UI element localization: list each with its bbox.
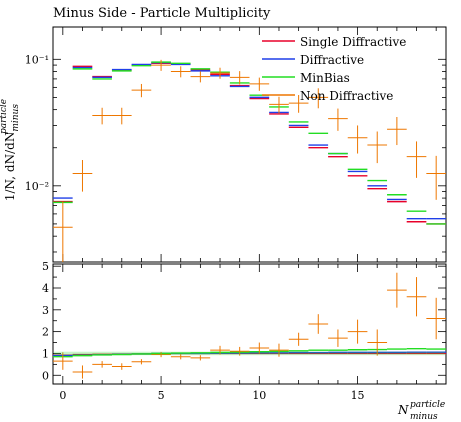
legend: Single Diffractive Diffractive MinBias Non … [262, 35, 406, 103]
main-panel: 10⁻² 10⁻¹ [25, 26, 447, 384]
x-tick-label: 15 [351, 389, 365, 402]
ratio-panel: 0 5 10 15 0 1 2 3 4 5 [42, 260, 447, 402]
y-axis-label-main: 1/N, dN/dN [3, 132, 17, 201]
ratio-y-tick-label: 5 [42, 260, 49, 273]
x-tick-label: 10 [252, 389, 266, 402]
svg-text:1/N, dN/dNminusparticle: 1/N, dN/dNminusparticle [0, 99, 21, 201]
ratio-y-tick-label: 2 [42, 326, 49, 339]
y-axis-label-sub: minus [11, 104, 21, 132]
x-axis-label-sup: particle [410, 400, 445, 410]
ratio-y-tick-label: 3 [42, 304, 49, 317]
main-frame [52, 26, 447, 263]
y-tick-label: 10⁻¹ [25, 53, 49, 66]
y-axis-label: 1/N, dN/dNminusparticle [0, 99, 21, 201]
legend-entry: MinBias [300, 71, 350, 85]
ratio-series-non-diffractive [53, 272, 446, 379]
x-axis-label-main: N [397, 403, 409, 417]
ratio-y-tick-label: 4 [42, 282, 49, 295]
y-axis-label-sup: particle [0, 99, 9, 134]
chart-title: Minus Side - Particle Multiplicity [53, 6, 271, 21]
ratio-y-tick-label: 0 [42, 369, 49, 382]
x-tick-label: 5 [158, 389, 165, 402]
ratio-frame [52, 263, 447, 385]
legend-entry: Non Diffractive [300, 89, 393, 103]
x-axis-label: N minus particle [397, 400, 445, 422]
x-axis-label-sub: minus [410, 412, 438, 422]
reference-band [54, 351, 445, 356]
ratio-y-tick-label: 1 [42, 347, 49, 360]
legend-entry: Single Diffractive [300, 35, 406, 49]
y-tick-label: 10⁻² [25, 180, 49, 193]
x-tick-label: 0 [59, 389, 66, 402]
series-non-diffractive [53, 59, 446, 262]
legend-entry: Diffractive [300, 53, 364, 67]
